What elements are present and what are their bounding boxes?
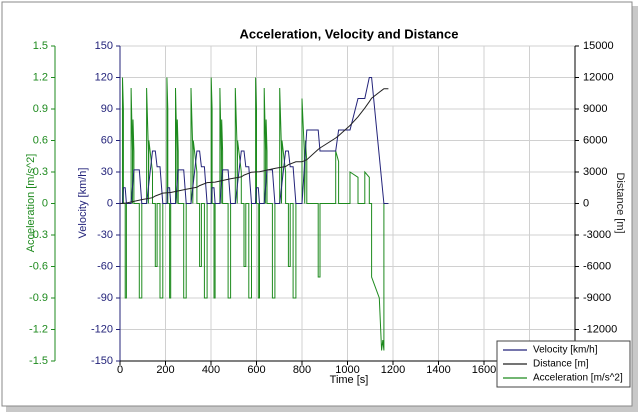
y2-tick-label: 15000 [583,40,614,52]
x-tick-label: 600 [247,364,265,376]
y3-tick-label: 0.3 [33,166,48,178]
y-tick-label: 150 [95,40,113,52]
y3-tick-label: -0.9 [29,292,48,304]
series-line [120,88,389,204]
y2-tick-label: -9000 [583,292,611,304]
y3-tick-label: -1.2 [29,323,48,335]
series-line [120,77,389,351]
x-tick-label: 1000 [335,364,359,376]
y3-tick-label: -0.3 [29,229,48,241]
x-tick-label: 200 [156,364,174,376]
x-tick-label: 400 [202,364,220,376]
x-tick-label: 1400 [426,364,450,376]
y2-tick-label: 0 [583,197,589,209]
y2-tick-label: 9000 [583,103,607,115]
y2-tick-label: 12000 [583,71,614,83]
y2-axis-label: Distance [m] [614,172,626,233]
y-tick-label: 0 [107,197,113,209]
y3-tick-label: 1.5 [33,40,48,52]
y-tick-label: 60 [101,134,113,146]
x-tick-label: 800 [293,364,311,376]
y2-tick-label: 6000 [583,134,607,146]
y-tick-label: -30 [97,229,113,241]
x-tick-label: 0 [117,364,123,376]
x-tick-label: 1600 [472,364,496,376]
y2-tick-label: -12000 [583,323,617,335]
y3-tick-label: 0.9 [33,103,48,115]
y3-tick-label: -1.5 [29,355,48,367]
y2-tick-label: -6000 [583,260,611,272]
y2-tick-label: -3000 [583,229,611,241]
y2-tick-label: 3000 [583,166,607,178]
y3-tick-label: 1.2 [33,71,48,83]
y3-tick-label: 0 [42,197,48,209]
y3-tick-label: -0.6 [29,260,48,272]
y-tick-label: 30 [101,166,113,178]
y-tick-label: -90 [97,292,113,304]
y-tick-label: 90 [101,103,113,115]
legend-label: Velocity [km/h] [533,345,598,356]
y3-axis-label: Acceleration [m/s^2] [25,154,37,253]
y-axis-label: Velocity [km/h] [77,168,89,239]
chart-title: Acceleration, Velocity and Distance [240,26,459,41]
series-line [120,77,389,204]
y-tick-label: 120 [95,71,113,83]
y-tick-label: -60 [97,260,113,272]
y3-tick-label: 0.6 [33,134,48,146]
x-tick-label: 1200 [381,364,405,376]
legend-label: Acceleration [m/s^2] [533,373,623,384]
legend-label: Distance [m] [533,359,589,370]
y-tick-label: -150 [91,355,113,367]
x-axis-label: Time [s] [330,374,369,386]
y-tick-label: -120 [91,323,113,335]
